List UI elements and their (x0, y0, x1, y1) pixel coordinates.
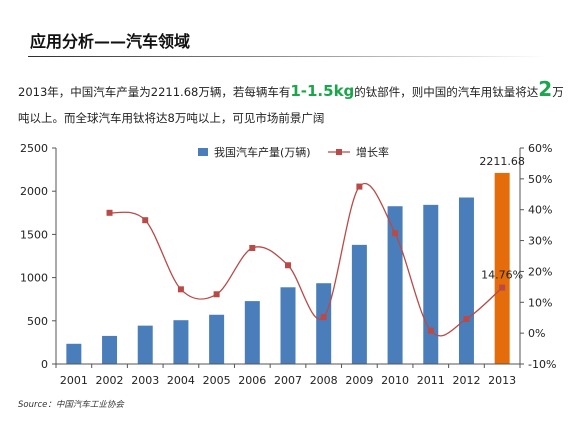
bar-2008 (316, 283, 332, 364)
x-tick-label: 2012 (452, 374, 480, 387)
x-tick-label: 2005 (203, 374, 231, 387)
growth-point-2003 (142, 217, 149, 224)
growth-line (109, 183, 503, 337)
growth-point-2007 (285, 262, 291, 269)
right-tick-label: 30% (528, 235, 552, 248)
x-tick-label: 2010 (381, 374, 409, 387)
growth-point-2004 (177, 286, 184, 293)
bar-2003 (137, 325, 153, 364)
right-axis: -10% 0% 10% 20% 30% 40% 50% 60% (519, 142, 556, 371)
right-tick-label: 0% (528, 327, 545, 340)
growth-value-label: 14.76% (481, 269, 523, 282)
growth-point-2010 (392, 230, 399, 237)
slide-title: 应用分析——汽车领域 (30, 32, 191, 51)
x-axis: 2001 2002 2003 2004 2005 2006 2007 2008 2009 2010… (55, 363, 521, 387)
growth-point-2011 (427, 327, 434, 334)
growth-point-2013 (499, 284, 506, 291)
bar-2010 (387, 206, 403, 364)
right-tick-label: -10% (528, 358, 556, 371)
legend-swatch-marker (336, 149, 342, 155)
x-tick-label: 2008 (310, 374, 338, 387)
x-tick-label: 2011 (417, 374, 445, 387)
growth-line-series (106, 183, 506, 337)
bar-2002 (102, 335, 118, 364)
x-tick-label: 2006 (238, 374, 266, 387)
x-tick-label: 2009 (345, 374, 373, 387)
growth-point-2008 (320, 314, 327, 321)
growth-point-2006 (249, 244, 256, 251)
bar-2013 (494, 172, 510, 364)
left-tick-label: 2000 (20, 185, 48, 198)
right-tick-label: 10% (528, 296, 552, 309)
x-tick-label: 2013 (488, 374, 516, 387)
left-tick-label: 500 (27, 315, 48, 328)
growth-point-2005 (213, 291, 220, 298)
left-tick-label: 1000 (20, 272, 48, 285)
right-tick-label: 20% (528, 265, 552, 278)
chart-legend: 我国汽车产量(万辆) 增长率 (198, 145, 389, 159)
x-tick-label: 2002 (96, 374, 124, 387)
para-text-3: 万吨以上。而全球汽车用钛将达8万吨以上，可见市场前景广阔 (18, 85, 564, 125)
bar-value-label: 2211.68 (479, 155, 525, 168)
left-axis: 0 500 1000 1500 2000 2500 (20, 142, 57, 371)
growth-point-2002 (106, 209, 113, 216)
x-tick-label: 2007 (274, 374, 302, 387)
legend-label-bar: 我国汽车产量(万辆) (214, 145, 311, 159)
para-highlight-amount: 2 (538, 77, 553, 101)
left-tick-label: 1500 (20, 228, 48, 241)
data-labels: 2211.68 14.76% (479, 155, 525, 282)
right-tick-label: 40% (528, 204, 552, 217)
growth-point-2009 (356, 183, 363, 190)
para-text-2: 的钛部件，则中国的汽车用钛量将达 (354, 85, 539, 99)
right-tick-label: 50% (528, 173, 552, 186)
left-tick-label: 0 (41, 358, 48, 371)
left-tick-label: 2500 (20, 142, 48, 155)
right-tick-label: 60% (528, 142, 552, 155)
intro-paragraph: 2013年，中国汽车产量为2211.68万辆，若每辆车有1-1.5kg的钛部件，… (18, 76, 574, 131)
bar-2006 (244, 301, 260, 364)
bar-2005 (209, 314, 225, 364)
para-highlight-weight: 1-1.5kg (290, 82, 355, 100)
legend-label-line: 增长率 (356, 145, 389, 159)
bar-2007 (280, 287, 296, 364)
x-tick-label: 2003 (131, 374, 159, 387)
title-divider (28, 56, 548, 57)
bar-series (66, 172, 510, 364)
bar-2012 (458, 197, 474, 364)
bar-2009 (351, 244, 367, 364)
source-note: Source：中国汽车工业协会 (18, 400, 124, 410)
legend-swatch-bar (198, 148, 208, 156)
bar-2004 (173, 320, 189, 364)
growth-point-2012 (463, 315, 470, 322)
para-text-1: 2013年，中国汽车产量为2211.68万辆，若每辆车有 (18, 85, 291, 99)
x-tick-label: 2004 (167, 374, 195, 387)
bar-2011 (423, 204, 439, 364)
x-tick-label: 2001 (60, 374, 88, 387)
bar-2001 (66, 343, 82, 364)
